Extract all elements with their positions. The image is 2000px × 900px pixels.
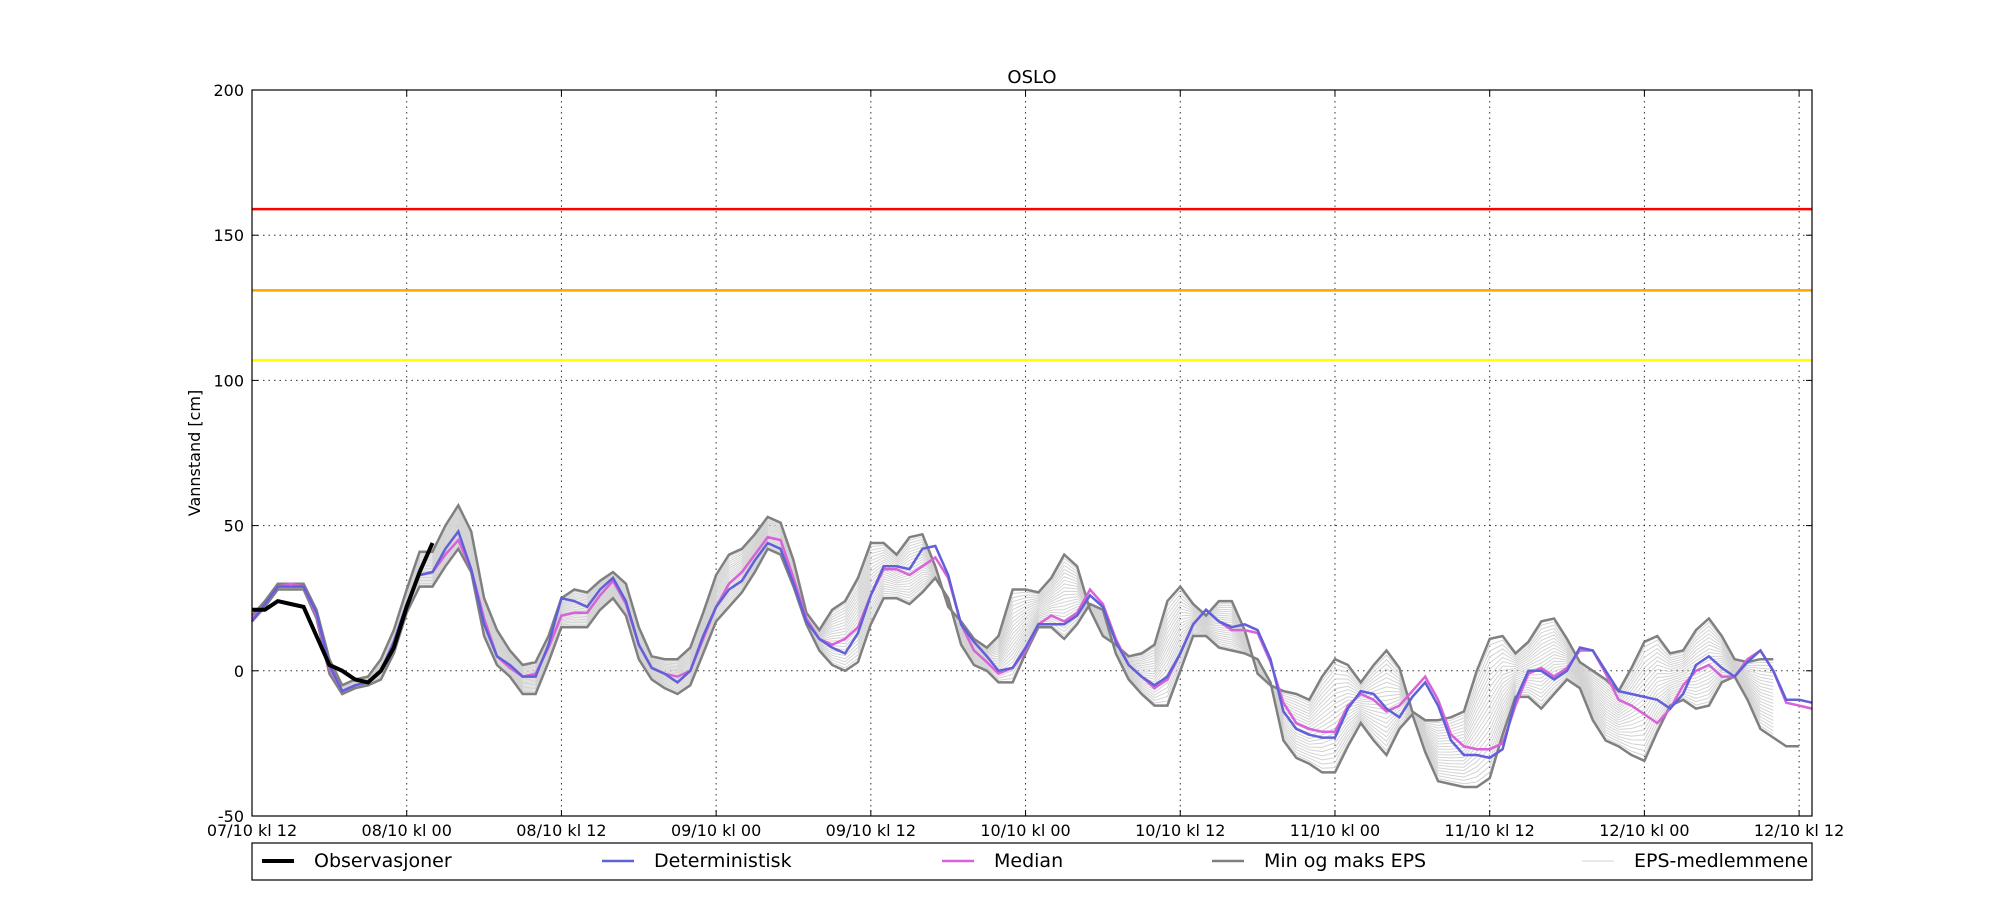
eps-member-line — [251, 521, 1774, 745]
x-tick-label: 08/10 kl 00 — [362, 821, 452, 840]
eps-member-line — [251, 511, 1774, 732]
y-tick-label: 200 — [213, 81, 244, 100]
eps-member-line — [251, 538, 1774, 772]
legend-frame — [251, 842, 1813, 881]
plot-frame — [251, 89, 1813, 817]
legend-label: Min og maks EPS — [1264, 850, 1426, 872]
y-axis-label: Vannstand [cm] — [185, 390, 204, 516]
max-eps-line — [251, 502, 1774, 722]
plot-background — [252, 90, 1812, 816]
eps-member-line — [251, 517, 1774, 740]
legend: Observasjoner Deterministisk Median Min og … — [251, 842, 1813, 881]
x-tick-label: 09/10 kl 12 — [826, 821, 916, 840]
eps-members — [251, 506, 1774, 785]
x-tick-label: 12/10 kl 12 — [1754, 821, 1844, 840]
y-tick-label: 100 — [213, 371, 244, 390]
x-tick-label: 12/10 kl 00 — [1599, 821, 1689, 840]
eps-member-line — [251, 508, 1774, 727]
y-tick-label: -50 — [218, 807, 244, 826]
deterministic-line — [250, 528, 1813, 760]
threshold-lines — [252, 207, 1812, 362]
x-tick-label: 11/10 kl 00 — [1290, 821, 1380, 840]
legend-label: Median — [994, 850, 1063, 872]
x-tick-label: 08/10 kl 12 — [516, 821, 606, 840]
y-tick-label: 50 — [224, 517, 244, 536]
x-tick-label: 10/10 kl 00 — [980, 821, 1070, 840]
y-ticks: -50 0 50 100 150 200 — [213, 81, 1812, 826]
x-tick-label: 09/10 kl 00 — [671, 821, 761, 840]
chart-title: OSLO — [1007, 67, 1056, 88]
y-tick-label: 0 — [234, 662, 244, 681]
eps-member-line — [251, 523, 1774, 748]
legend-label: Deterministisk — [654, 850, 792, 872]
eps-member-line — [251, 527, 1774, 753]
legend-label: EPS-medlemmene — [1634, 850, 1808, 872]
eps-member-line — [251, 509, 1774, 729]
min-eps-line — [251, 546, 1800, 789]
legend-label: Observasjoner — [314, 850, 452, 872]
x-ticks: 07/10 kl 12 08/10 kl 00 08/10 kl 12 09/10 k… — [207, 90, 1844, 840]
eps-member-line — [251, 513, 1774, 734]
series-lines — [250, 502, 1813, 789]
eps-member-line — [251, 515, 1774, 737]
eps-member-line — [251, 528, 1774, 756]
x-tick-label: 11/10 kl 12 — [1445, 821, 1535, 840]
eps-member-line — [251, 519, 1774, 742]
eps-member-line — [251, 525, 1774, 750]
y-tick-label: 150 — [213, 226, 244, 245]
x-tick-label: 10/10 kl 12 — [1135, 821, 1225, 840]
observations-line — [252, 542, 435, 685]
x-tick-label: 07/10 kl 12 — [207, 821, 297, 840]
